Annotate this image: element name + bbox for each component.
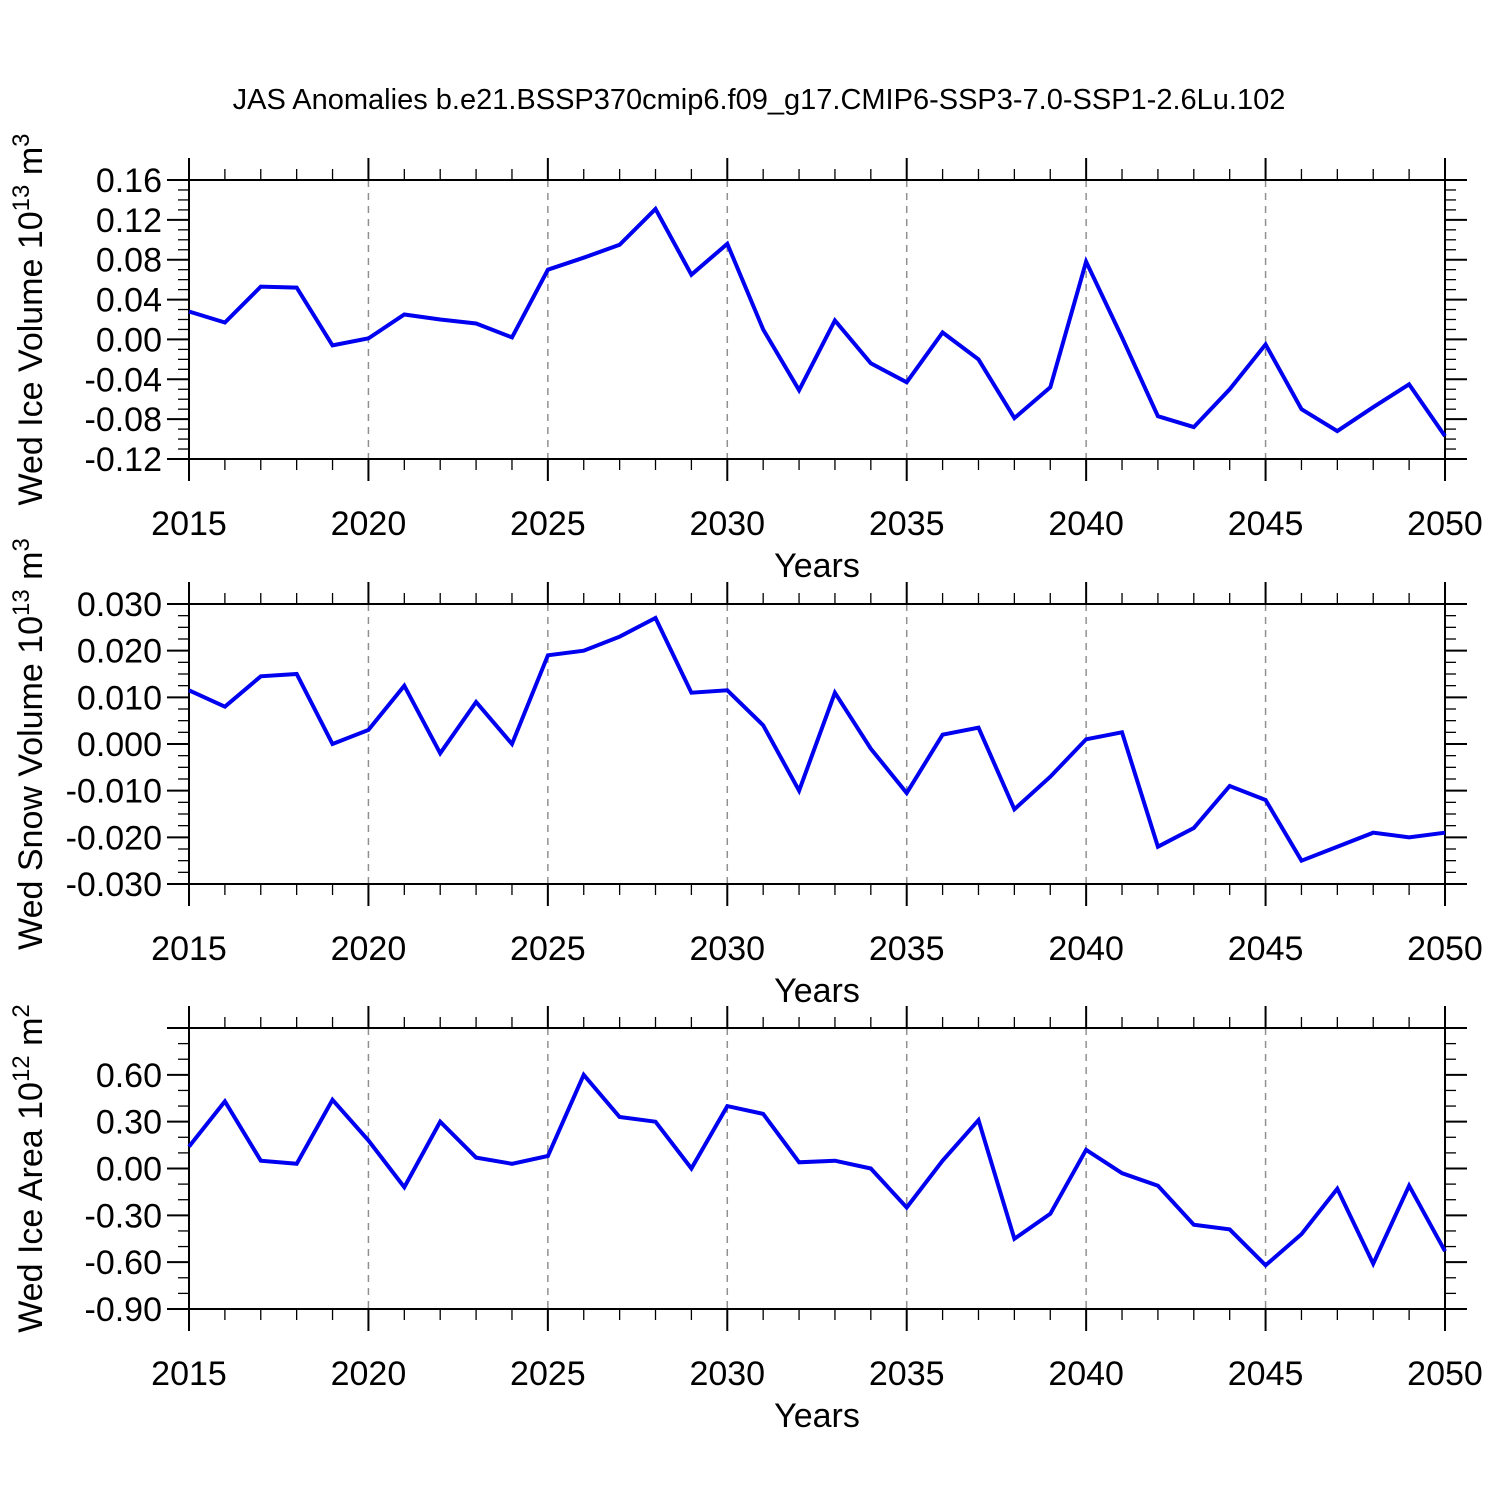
plot-frame — [188, 179, 1446, 460]
x-tick-label: 2040 — [1048, 1355, 1124, 1393]
x-axis-title: Years — [774, 547, 860, 585]
y-tick-label: 0.08 — [96, 242, 162, 280]
x-tick-label: 2025 — [510, 930, 586, 968]
x-tick-label: 2015 — [151, 505, 227, 543]
y-tick-label: -0.30 — [85, 1197, 163, 1235]
x-tick-label: 2020 — [331, 505, 407, 543]
x-tick-label: 2050 — [1407, 930, 1483, 968]
x-tick-label: 2050 — [1407, 1355, 1483, 1393]
y-tick-label: 0.60 — [96, 1057, 162, 1095]
x-tick-label: 2025 — [510, 505, 586, 543]
series-line — [188, 205, 1447, 438]
y-tick-label: 0.04 — [96, 282, 162, 320]
x-tick-label: 2020 — [331, 1355, 407, 1393]
x-tick-label: 2045 — [1228, 930, 1304, 968]
x-tick-label: 2030 — [689, 930, 765, 968]
x-tick-label: 2040 — [1048, 505, 1124, 543]
ice-volume-chart: 0.160.120.080.040.00-0.04-0.08-0.12 2015 2… — [8, 133, 1483, 585]
ice-area-chart: 0.60 0.30 0.00 -0.30 -0.60 -0.90 2015 2020 2025 2… — [8, 1004, 1483, 1435]
x-tick-label: 2040 — [1048, 930, 1124, 968]
y-tick-label: 0.020 — [77, 633, 162, 671]
series-line — [188, 615, 1446, 864]
y-tick-label: -0.60 — [85, 1244, 163, 1282]
x-tick-label: 2035 — [869, 930, 945, 968]
y-tick-label: 0.00 — [96, 1151, 162, 1189]
y-tick-label: -0.010 — [66, 773, 162, 811]
y-tick-label: -0.08 — [85, 401, 163, 439]
y-tick-label: 0.30 — [96, 1104, 162, 1142]
y-tick-label: -0.030 — [66, 866, 162, 904]
y-tick-label: 0.010 — [77, 679, 162, 717]
x-tick-label: 2050 — [1407, 505, 1483, 543]
x-tick-label: 2035 — [869, 1355, 945, 1393]
y-tick-label: 0.00 — [96, 321, 162, 359]
x-tick-label: 2030 — [689, 1355, 765, 1393]
y-tick-label: -0.04 — [85, 361, 163, 399]
snow-volume-chart: 0.030 0.020 0.010 0.000 -0.010 -0.020 -0.030 20… — [8, 538, 1483, 1010]
y-tick-label: -0.020 — [66, 819, 162, 857]
y-axis-title: Wed Snow Volume 1013 m3 — [8, 538, 50, 950]
series-line — [187, 1071, 1447, 1269]
x-tick-label: 2025 — [510, 1355, 586, 1393]
x-tick-label: 2015 — [151, 1355, 227, 1393]
y-tick-label: -0.90 — [85, 1291, 163, 1329]
page-title: JAS Anomalies b.e21.BSSP370cmip6.f09_g17… — [232, 84, 1286, 116]
x-axis-title: Years — [774, 1397, 860, 1435]
y-axis-title: Wed Ice Area 1012 m2 — [8, 1004, 50, 1333]
x-tick-label: 2015 — [151, 930, 227, 968]
x-tick-label: 2020 — [331, 930, 407, 968]
plot-frame — [188, 1027, 1446, 1310]
y-tick-label: 0.12 — [96, 202, 162, 240]
y-axis-title: Wed Ice Volume 1013 m3 — [8, 133, 50, 505]
y-tick-label: 0.000 — [77, 726, 162, 764]
x-tick-label: 2030 — [689, 505, 765, 543]
x-tick-label: 2035 — [869, 505, 945, 543]
x-tick-label: 2045 — [1228, 1355, 1304, 1393]
y-tick-label: -0.12 — [85, 441, 163, 479]
x-axis-title: Years — [774, 972, 860, 1010]
y-tick-label: 0.16 — [96, 162, 162, 200]
y-tick-label: 0.030 — [77, 586, 162, 624]
x-tick-label: 2045 — [1228, 505, 1304, 543]
